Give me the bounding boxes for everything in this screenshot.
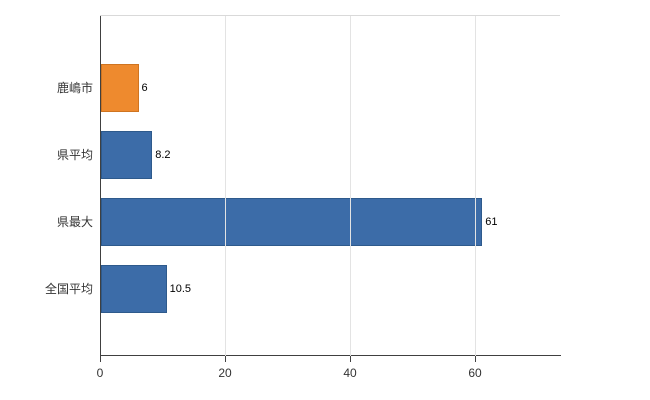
value-label: 8.2 [155,149,171,161]
y-axis-line [100,16,101,356]
value-label: 10.5 [169,283,192,295]
bar [101,131,153,179]
category-label: 県平均 [56,148,93,162]
x-tick-label: 0 [96,366,104,380]
axis-tick [350,356,351,362]
bar-rows: 鹿嶋市 6 県平均 8.2 県最大 61 全国平均 10.5 [45,16,560,355]
x-tick-label: 40 [343,366,357,380]
gridline [475,16,476,356]
axis-tick [225,356,226,362]
category-label: 鹿嶋市 [56,81,93,95]
x-tick-label: 20 [218,366,232,380]
x-tick-label: 60 [468,366,482,380]
bar-row: 県平均 8.2 [57,131,560,179]
bar [101,265,167,313]
value-label: 61 [485,216,498,228]
value-label: 6 [141,82,148,94]
bar-row: 全国平均 10.5 [45,265,560,313]
gridline [350,16,351,356]
axis-tick [100,356,101,362]
category-label: 県最大 [56,215,93,229]
gridline [225,16,226,356]
bar [101,198,483,246]
bar [101,64,139,112]
category-label: 全国平均 [44,282,93,296]
bar-row: 鹿嶋市 6 [57,64,560,112]
bar-row: 県最大 61 [57,198,560,246]
plot-area: 鹿嶋市 6 県平均 8.2 県最大 61 全国平均 10.5 0 20 40 60 [45,15,561,380]
axis-tick [475,356,476,362]
x-axis-line [100,355,561,356]
